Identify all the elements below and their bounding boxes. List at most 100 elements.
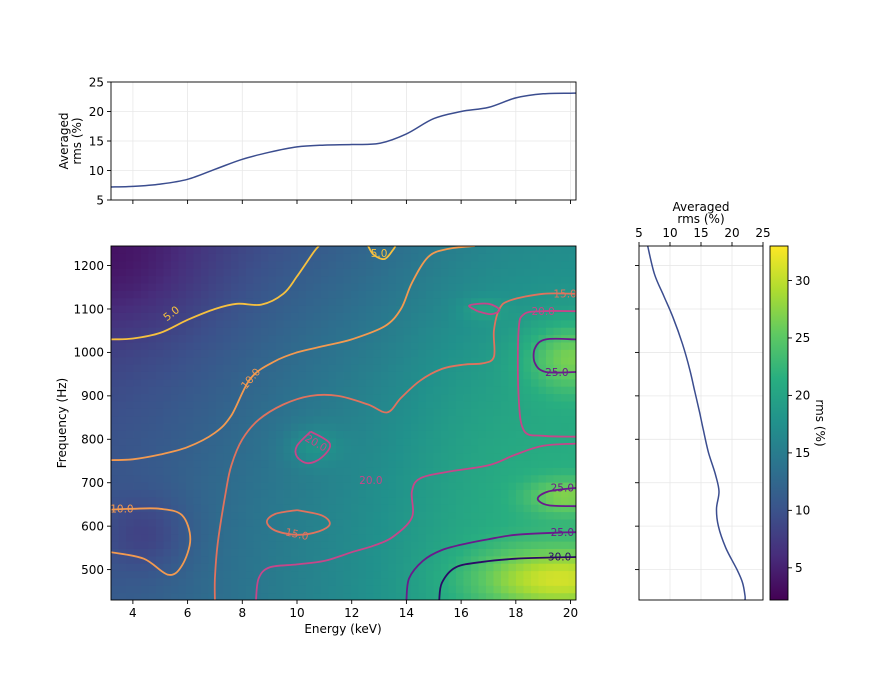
heatmap-cell — [486, 533, 495, 542]
heatmap-cell — [141, 548, 150, 557]
heatmap-cell — [231, 393, 240, 402]
heatmap-cell — [111, 518, 120, 527]
heatmap-cell — [268, 459, 277, 468]
heatmap-cell — [441, 511, 450, 520]
heatmap-cell — [163, 445, 172, 454]
heatmap-cell — [418, 504, 427, 513]
heatmap-cell — [306, 533, 315, 542]
heatmap-cell — [283, 364, 292, 372]
heatmap-cell — [343, 430, 352, 439]
heatmap-cell — [178, 415, 187, 424]
heatmap-cell — [336, 577, 345, 586]
heatmap-cell — [328, 467, 337, 476]
heatmap-cell — [396, 452, 405, 461]
heatmap-cell — [418, 518, 427, 527]
heatmap-cell — [478, 474, 487, 483]
heatmap-cell — [313, 555, 322, 564]
heatmap-cell — [133, 341, 142, 350]
heatmap-cell — [231, 504, 240, 513]
heatmap-cell — [253, 482, 262, 490]
heatmap-cell — [501, 518, 510, 527]
heatmap-cell — [328, 474, 337, 483]
heatmap-cell — [238, 555, 247, 564]
heatmap-cell — [358, 570, 367, 579]
heatmap-cell — [456, 371, 465, 380]
heatmap-cell — [246, 577, 255, 586]
heatmap-cell — [261, 437, 270, 446]
heatmap-cell — [471, 592, 480, 600]
heatmap-cell — [388, 319, 397, 328]
heatmap-cell — [193, 386, 202, 395]
heatmap-cell — [186, 445, 195, 454]
heatmap-cell — [283, 437, 292, 446]
heatmap-cell — [493, 474, 502, 483]
contour-line-25 — [405, 531, 576, 600]
heatmap-cell — [328, 364, 337, 372]
heatmap-cell — [456, 452, 465, 461]
heatmap-cell — [133, 378, 142, 387]
heatmap-cell — [561, 423, 570, 431]
heatmap-cell — [171, 282, 180, 291]
heatmap-cell — [373, 334, 382, 343]
heatmap-cell — [298, 415, 307, 424]
heatmap-cell — [298, 268, 307, 277]
heatmap-cell — [283, 452, 292, 461]
heatmap-cell — [396, 349, 405, 358]
heatmap-cell — [313, 541, 322, 549]
heatmap-cell — [553, 482, 562, 490]
heatmap-cell — [418, 459, 427, 468]
heatmap-cell — [396, 474, 405, 483]
heatmap-cell — [321, 364, 330, 372]
heatmap-cell — [493, 504, 502, 513]
heatmap-cell — [148, 260, 157, 269]
heatmap-cell — [426, 246, 435, 254]
heatmap-cell — [478, 275, 487, 284]
heatmap-cell — [471, 253, 480, 262]
heatmap-cell — [456, 489, 465, 498]
heatmap-cell — [148, 312, 157, 321]
heatmap-cell — [373, 437, 382, 446]
heatmap-cell — [568, 533, 576, 542]
heatmap-cell — [388, 297, 397, 306]
heatmap-cell — [486, 364, 495, 372]
heatmap-cell — [561, 371, 570, 380]
heatmap-cell — [426, 474, 435, 483]
heatmap-cell — [223, 378, 232, 387]
heatmap-cell — [381, 526, 390, 535]
heatmap-cell — [216, 585, 225, 594]
heatmap-cell — [441, 282, 450, 291]
heatmap-cell — [373, 364, 382, 372]
heatmap-cell — [156, 282, 165, 291]
heatmap-cell — [516, 585, 525, 594]
heatmap-cell — [148, 305, 157, 313]
heatmap-cell — [148, 341, 157, 350]
heatmap-cell — [328, 349, 337, 358]
heatmap-cell — [486, 415, 495, 424]
heatmap-cell — [418, 386, 427, 395]
heatmap-cell — [246, 275, 255, 284]
heatmap-cell — [471, 246, 480, 254]
heatmap-cell — [148, 268, 157, 277]
heatmap-cell — [418, 408, 427, 417]
heatmap-cell — [231, 496, 240, 505]
heatmap-cell — [411, 371, 420, 380]
heatmap-cell — [351, 423, 360, 431]
heatmap-cell — [118, 541, 127, 549]
heatmap-cell — [118, 430, 127, 439]
heatmap-cell — [276, 555, 285, 564]
heatmap-cell — [486, 467, 495, 476]
contour-line-25 — [532, 337, 576, 374]
heatmap-cell — [501, 526, 510, 535]
heatmap-cell — [171, 275, 180, 284]
heatmap-cell — [433, 297, 442, 306]
heatmap-cell — [171, 327, 180, 336]
heatmap-cell — [403, 459, 412, 468]
heatmap-cell — [358, 445, 367, 454]
heatmap-cell — [531, 327, 540, 336]
heatmap-cell — [321, 452, 330, 461]
heatmap-cell — [373, 400, 382, 409]
heatmap-cell — [441, 563, 450, 572]
heatmap-cell — [148, 459, 157, 468]
heatmap-cell — [261, 282, 270, 291]
heatmap-cell — [163, 482, 172, 490]
